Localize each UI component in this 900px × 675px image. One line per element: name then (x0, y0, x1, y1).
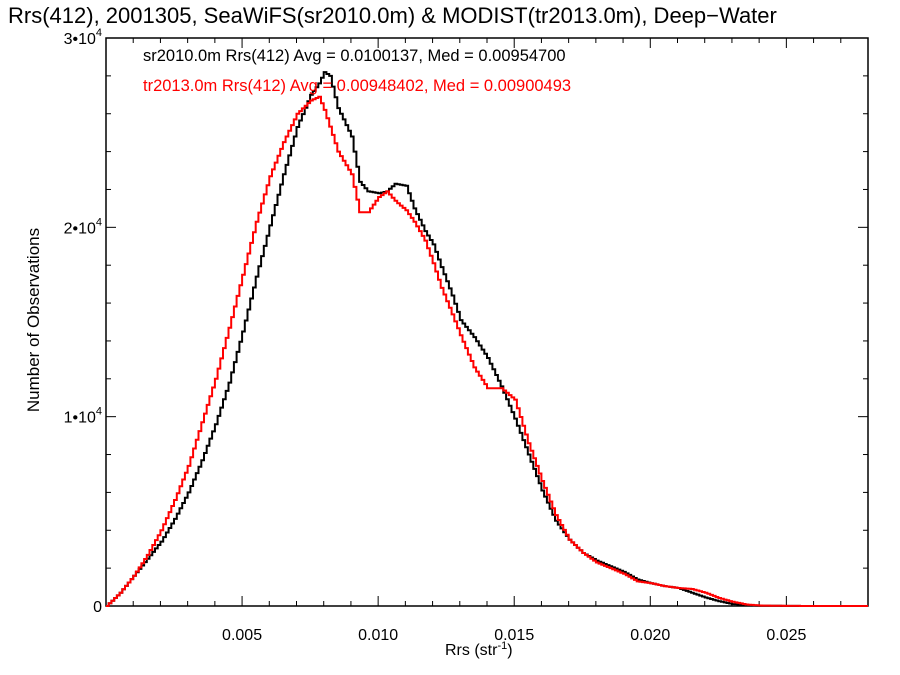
y-tick-label: 3•104 (64, 27, 102, 48)
series-line-1 (106, 71, 868, 607)
x-axis-label-sup: -1 (497, 640, 507, 652)
x-axis-label-tail: ) (507, 642, 512, 659)
legend-series-1: sr2010.0m Rrs(412) Avg = 0.0100137, Med … (143, 47, 566, 65)
x-axis-label: Rrs (str-1) (445, 640, 513, 659)
x-axis-label-main: Rrs (str (445, 642, 498, 659)
y-tick-label: 1•104 (64, 406, 102, 427)
x-tick-label: 0.015 (494, 627, 534, 644)
chart-title: Rrs(412), 2001305, SeaWiFS(sr2010.0m) & … (8, 3, 777, 28)
y-tick-label-exponent: 4 (96, 216, 102, 228)
plot-frame (105, 37, 869, 607)
y-tick-label: 0 (93, 599, 102, 616)
legend-series-2: tr2013.0m Rrs(412) Avg = 0.00948402, Med… (143, 77, 571, 95)
y-tick-label-exponent: 4 (96, 406, 102, 418)
series-line-2 (106, 95, 868, 607)
y-tick-label-base: 1•10 (64, 410, 96, 427)
y-tick-label-base: 3•10 (64, 31, 96, 48)
x-tick-label: 0.025 (766, 627, 806, 644)
y-axis-label: Number of Observations (24, 228, 43, 412)
y-tick-label: 2•104 (64, 216, 102, 237)
y-tick-label-base: 2•10 (64, 220, 96, 237)
axis-ticks (106, 38, 868, 606)
x-tick-labels: 0.005 0.010 0.015 0.020 0.025 (222, 627, 806, 644)
x-tick-label: 0.005 (222, 627, 262, 644)
series-curves (106, 71, 868, 607)
x-tick-label: 0.020 (630, 627, 670, 644)
x-tick-label: 0.010 (358, 627, 398, 644)
y-tick-label-base: 0 (93, 599, 102, 616)
y-tick-label-exponent: 4 (96, 27, 102, 39)
